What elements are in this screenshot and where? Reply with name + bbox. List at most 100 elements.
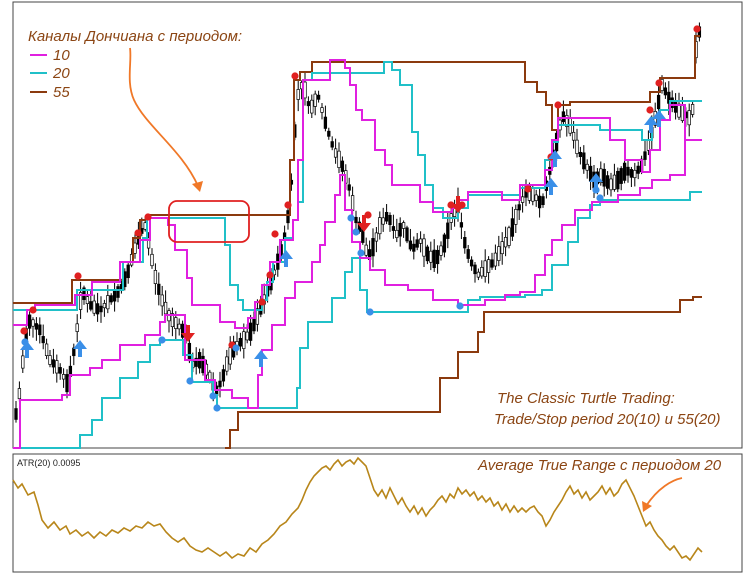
- candle-body: [537, 195, 542, 209]
- candle-body: [194, 357, 198, 367]
- low-marker: [596, 194, 604, 202]
- candle-body: [395, 229, 399, 239]
- high-marker: [646, 106, 654, 114]
- candle-body: [517, 204, 521, 211]
- candle-body: [463, 237, 467, 249]
- candle-body: [153, 270, 158, 284]
- candle-body: [673, 101, 678, 113]
- candle-body: [514, 209, 518, 225]
- candle-body: [510, 218, 515, 237]
- candle-body: [245, 331, 249, 341]
- candle-body: [112, 289, 117, 302]
- atr-indicator-label: ATR(20) 0.0095: [17, 458, 80, 468]
- low-marker: [357, 249, 365, 257]
- candle-body: [503, 237, 508, 248]
- candle-body: [255, 308, 260, 325]
- buy-arrow: [548, 150, 562, 167]
- high-marker: [554, 101, 562, 109]
- legend-label-20: 20: [52, 65, 70, 82]
- atr-callout-arrowhead: [642, 501, 652, 512]
- candle-body: [82, 287, 86, 300]
- candle-body: [174, 317, 178, 329]
- candle-body: [561, 111, 566, 123]
- high-marker: [693, 25, 701, 33]
- callout-arrowhead: [192, 181, 203, 192]
- candle-body: [38, 324, 42, 336]
- low-marker: [186, 377, 194, 385]
- candle-body: [408, 240, 413, 250]
- turtle-annotation-line2: Trade/Stop period 20(10) и 55(20): [494, 411, 721, 428]
- candle-body: [381, 217, 385, 225]
- candle-body: [109, 295, 113, 303]
- atr-callout-arrow: [645, 477, 683, 507]
- candle-body: [252, 318, 256, 332]
- candle-body: [490, 259, 494, 268]
- candle-body: [466, 249, 470, 259]
- low-marker: [347, 214, 355, 222]
- candle-body: [459, 222, 464, 228]
- high-marker: [284, 201, 292, 209]
- candle-body: [327, 130, 331, 137]
- candle-body: [65, 374, 69, 393]
- candle-body: [44, 343, 49, 356]
- candle-body: [582, 152, 586, 170]
- candle-body: [469, 259, 474, 267]
- candle-body: [228, 347, 232, 365]
- candle-body: [85, 296, 90, 304]
- candle-body: [388, 214, 392, 226]
- candle-body: [412, 243, 416, 252]
- candle-body: [476, 271, 481, 278]
- sell-arrow: [181, 325, 195, 342]
- buy-arrow: [589, 173, 603, 190]
- candle-body: [677, 103, 681, 118]
- candle-body: [146, 237, 151, 249]
- candle-body: [687, 110, 691, 126]
- candle-body: [201, 355, 205, 374]
- candle-body: [350, 195, 355, 211]
- high-marker: [258, 298, 266, 306]
- candle-body: [116, 286, 120, 298]
- atr-line: [12, 456, 703, 562]
- callout-arrow: [128, 47, 199, 187]
- candle-body: [330, 141, 334, 148]
- low-marker: [158, 336, 166, 344]
- candle-body: [333, 148, 338, 158]
- candle-body: [670, 97, 674, 109]
- candle-body: [89, 301, 93, 310]
- candle-body: [99, 305, 103, 313]
- candle-body: [565, 115, 569, 127]
- buy-arrow: [254, 350, 268, 367]
- candle-body: [221, 369, 226, 382]
- candle-body: [75, 323, 79, 332]
- high-marker: [29, 306, 37, 314]
- candle-body: [378, 217, 382, 235]
- candle-body: [242, 331, 246, 349]
- candle-body: [27, 314, 32, 329]
- candle-body: [401, 222, 406, 229]
- low-marker: [213, 404, 221, 412]
- candle-body: [663, 87, 668, 96]
- candle-body: [534, 194, 538, 201]
- candle-body: [248, 322, 253, 341]
- sell-arrow: [357, 215, 371, 232]
- candle-body: [48, 355, 52, 365]
- candle-body: [347, 184, 351, 191]
- candle-body: [354, 216, 358, 224]
- candle-body: [619, 168, 623, 184]
- price-panel-frame: [12, 1, 743, 449]
- candle-body: [612, 174, 617, 190]
- candle-body: [374, 232, 379, 242]
- candle-body: [609, 178, 613, 191]
- candle-body: [337, 150, 341, 168]
- candle-body: [622, 162, 627, 181]
- candle-body: [306, 101, 311, 107]
- turtle-annotation-line1: The Classic Turtle Trading:: [497, 390, 675, 407]
- candle-body: [418, 238, 423, 244]
- candle-body: [316, 94, 321, 100]
- candle-body: [497, 246, 501, 261]
- candle-body: [616, 170, 620, 190]
- atr-panel-frame: [12, 453, 743, 573]
- donchian-55-lower: [225, 296, 702, 449]
- buy-arrow: [652, 110, 666, 127]
